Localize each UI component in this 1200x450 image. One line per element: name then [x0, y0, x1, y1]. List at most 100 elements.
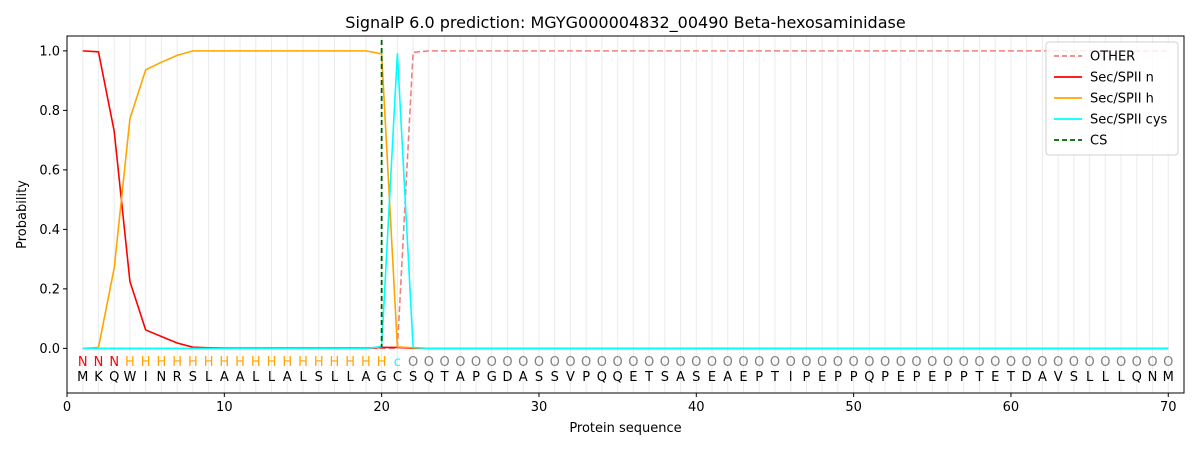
state-label: O [675, 355, 685, 370]
state-label: O [770, 355, 780, 370]
residue-label: A [283, 370, 292, 385]
residue-label: S [551, 370, 559, 385]
residue-label: S [409, 370, 417, 385]
state-label: O [1022, 355, 1032, 370]
state-label: O [408, 355, 418, 370]
x-tick-label: 60 [1003, 400, 1020, 415]
state-label: H [361, 355, 371, 370]
state-label: O [786, 355, 796, 370]
state-label: H [188, 355, 198, 370]
residue-label: E [708, 370, 716, 385]
residue-label: Q [424, 370, 434, 385]
state-label: O [738, 355, 748, 370]
state-label: O [581, 355, 591, 370]
x-tick-label: 20 [373, 400, 390, 415]
residue-label: D [1022, 370, 1032, 385]
residue-label: Q [613, 370, 623, 385]
residue-label: L [1086, 370, 1094, 385]
state-label: H [345, 355, 355, 370]
residue-label: S [661, 370, 669, 385]
residue-label: V [1054, 370, 1063, 385]
residue-label: E [897, 370, 905, 385]
state-label: O [833, 355, 843, 370]
residue-label: L [331, 370, 339, 385]
legend-box [1045, 41, 1179, 156]
state-label: O [849, 355, 859, 370]
y-tick-label: 1.0 [39, 44, 60, 59]
state-label: O [518, 355, 528, 370]
residue-label: P [755, 370, 763, 385]
legend-label: CS [1090, 134, 1107, 149]
residue-label: L [299, 370, 307, 385]
residue-label: D [502, 370, 512, 385]
state-label: O [424, 355, 434, 370]
residue-label: P [881, 370, 889, 385]
residue-label: W [123, 370, 136, 385]
x-tick-label: 70 [1160, 400, 1177, 415]
residue-label: M [1163, 370, 1174, 385]
residue-label: T [770, 370, 779, 385]
residue-label: A [361, 370, 370, 385]
residue-label: T [1006, 370, 1015, 385]
residue-label: T [644, 370, 653, 385]
residue-label: C [393, 370, 402, 385]
state-label: O [660, 355, 670, 370]
state-label: H [172, 355, 182, 370]
x-tick-label: 0 [63, 400, 71, 415]
residue-label: I [144, 370, 148, 385]
state-label: H [377, 355, 387, 370]
residue-label: P [472, 370, 480, 385]
sequence-labels: NMNKNQHWHIHNHRHSHLHAHAHLHLHAHLHSHLHLHAHG… [77, 355, 1174, 385]
residue-label: S [315, 370, 323, 385]
residue-label: P [850, 370, 858, 385]
residue-label: P [913, 370, 921, 385]
state-label: H [267, 355, 277, 370]
state-label: H [157, 355, 167, 370]
state-label: O [927, 355, 937, 370]
residue-label: A [519, 370, 528, 385]
x-tick-label: 40 [688, 400, 705, 415]
residue-label: Q [109, 370, 119, 385]
residue-label: P [944, 370, 952, 385]
residue-label: M [77, 370, 88, 385]
residue-label: L [205, 370, 213, 385]
state-label: O [1084, 355, 1094, 370]
state-label: H [282, 355, 292, 370]
y-tick-label: 0.4 [39, 223, 60, 238]
state-label: N [78, 355, 88, 370]
y-axis-label: Probability [15, 180, 30, 249]
x-tick-label: 30 [531, 400, 548, 415]
state-label: c [394, 355, 401, 370]
residue-label: S [1070, 370, 1078, 385]
legend-label: OTHER [1090, 50, 1135, 65]
legend-label: Sec/SPII cys [1090, 113, 1168, 128]
residue-label: A [1038, 370, 1047, 385]
residue-label: S [535, 370, 543, 385]
residue-label: L [268, 370, 276, 385]
state-label: O [550, 355, 560, 370]
state-label: H [235, 355, 245, 370]
x-axis-label: Protein sequence [569, 421, 681, 436]
state-label: O [502, 355, 512, 370]
state-label: O [723, 355, 733, 370]
x-tick-label: 10 [216, 400, 233, 415]
state-label: O [1053, 355, 1063, 370]
state-label: O [911, 355, 921, 370]
state-label: O [817, 355, 827, 370]
state-label: O [565, 355, 575, 370]
residue-label: G [377, 370, 387, 385]
legend: OTHER Sec/SPII n Sec/SPII h Sec/SPII cys CS [1045, 41, 1179, 156]
state-label: O [707, 355, 717, 370]
state-label: O [597, 355, 607, 370]
y-tick-label: 0.6 [39, 163, 60, 178]
state-label: H [330, 355, 340, 370]
residue-label: P [803, 370, 811, 385]
residue-label: A [676, 370, 685, 385]
residue-label: Q [864, 370, 874, 385]
residue-label: G [487, 370, 497, 385]
y-axis-ticks: 0.0 0.2 0.4 0.6 0.8 1.0 [39, 44, 67, 357]
state-label: O [439, 355, 449, 370]
state-label: O [644, 355, 654, 370]
